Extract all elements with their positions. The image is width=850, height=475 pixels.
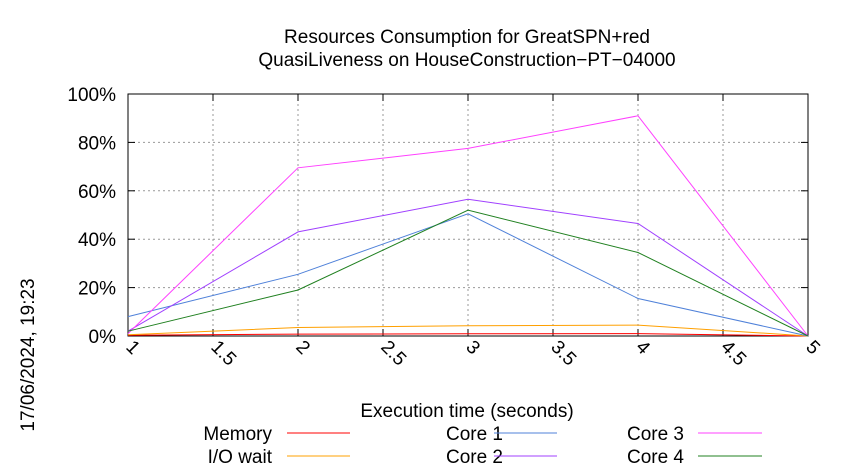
x-tick-label: 1 xyxy=(121,337,143,359)
y-tick-label: 0% xyxy=(89,327,117,348)
x-tick-label: 2.5 xyxy=(376,337,410,371)
legend-label: Core 1 xyxy=(446,424,503,445)
series-line-core-2 xyxy=(127,198,809,337)
y-tick-label: 100% xyxy=(67,85,116,106)
y-tick-label: 20% xyxy=(78,279,116,300)
legend-label: Core 4 xyxy=(627,447,684,468)
x-tick-label: 1.5 xyxy=(206,337,240,371)
x-tick-label: 3.5 xyxy=(546,337,580,371)
grid-lines xyxy=(127,93,809,337)
series-line-core-4 xyxy=(127,209,809,337)
x-tick-label: 4 xyxy=(631,337,654,360)
y-tick-label: 60% xyxy=(78,182,116,203)
chart-title-line-1: Resources Consumption for GreatSPN+red xyxy=(284,27,650,48)
legend-label: I/O wait xyxy=(208,447,273,468)
x-axis-label: Execution time (seconds) xyxy=(360,401,573,422)
series-line-memory xyxy=(127,333,809,337)
timestamp-label: 17/06/2024, 19:23 xyxy=(18,278,39,431)
legend-label: Memory xyxy=(203,424,272,445)
y-tick-label: 80% xyxy=(78,133,116,154)
legend-label: Core 2 xyxy=(446,447,503,468)
chart-title-line-2: QuasiLiveness on HouseConstruction−PT−04… xyxy=(258,50,675,71)
x-tick-label: 5 xyxy=(801,337,823,359)
x-axis-ticks: 1 1.5 2 2.5 3 3.5 4 4.5 5 xyxy=(121,94,824,371)
y-tick-label: 40% xyxy=(78,230,116,251)
series-line-core-1 xyxy=(127,213,809,337)
series-lines xyxy=(127,115,809,337)
legend-label: Core 3 xyxy=(627,424,684,445)
y-axis-ticks: 0% 20% 40% 60% 80% 100% xyxy=(67,85,808,348)
x-tick-label: 3 xyxy=(461,337,483,359)
series-line-core-3 xyxy=(127,115,809,337)
x-tick-label: 2 xyxy=(291,337,313,359)
series-line-i-o-wait xyxy=(127,324,809,337)
x-tick-label: 4.5 xyxy=(716,337,750,371)
